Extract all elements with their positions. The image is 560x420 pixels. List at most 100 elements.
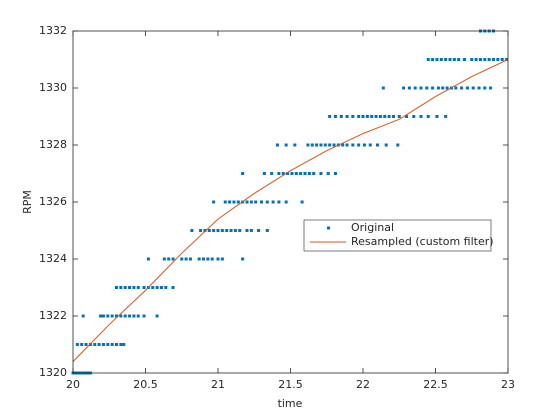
marker: [351, 115, 355, 118]
marker: [277, 172, 281, 175]
marker: [75, 343, 79, 346]
legend-label: Original: [351, 221, 394, 234]
marker: [332, 143, 336, 147]
marker: [470, 58, 474, 61]
y-tick-label: 1330: [39, 81, 67, 94]
marker: [115, 343, 118, 346]
marker: [368, 143, 372, 147]
marker: [376, 143, 379, 147]
marker: [341, 143, 345, 147]
marker: [328, 143, 332, 147]
marker: [128, 314, 132, 318]
marker: [136, 286, 140, 289]
marker: [383, 115, 387, 118]
marker: [463, 58, 466, 61]
marker: [357, 143, 361, 147]
marker: [123, 314, 127, 318]
marker: [426, 58, 430, 61]
marker: [478, 58, 482, 61]
marker: [315, 143, 319, 147]
marker: [236, 200, 240, 204]
marker: [106, 343, 110, 346]
marker: [351, 143, 355, 147]
marker: [413, 86, 417, 90]
marker: [132, 314, 136, 318]
marker: [384, 143, 388, 147]
marker: [489, 86, 493, 90]
x-tick-label: 23: [501, 378, 515, 391]
marker: [232, 200, 236, 204]
marker: [396, 143, 400, 147]
marker: [128, 286, 132, 289]
x-tick-label: 22.5: [423, 378, 448, 391]
marker: [319, 172, 323, 175]
marker: [361, 115, 365, 118]
marker: [435, 58, 439, 61]
marker: [265, 229, 269, 232]
marker: [381, 86, 385, 90]
marker: [202, 257, 205, 261]
marker: [310, 143, 314, 147]
marker: [339, 115, 343, 118]
marker: [457, 58, 461, 61]
marker: [136, 314, 140, 318]
marker: [257, 229, 261, 232]
marker: [487, 58, 491, 61]
plot-area: [73, 31, 508, 373]
marker: [159, 286, 163, 289]
marker: [452, 58, 456, 61]
marker: [391, 115, 395, 118]
marker: [210, 257, 214, 261]
marker: [326, 172, 330, 175]
y-tick-label: 1328: [39, 138, 67, 151]
marker: [171, 286, 175, 289]
marker: [162, 257, 166, 261]
marker: [444, 115, 448, 118]
marker: [284, 200, 288, 204]
marker: [300, 200, 304, 204]
marker: [312, 172, 316, 175]
marker: [271, 200, 275, 204]
marker: [378, 115, 382, 118]
marker: [465, 86, 469, 90]
marker: [345, 115, 349, 118]
marker: [216, 229, 220, 232]
marker: [225, 229, 229, 232]
marker: [229, 229, 233, 232]
marker: [454, 86, 458, 90]
marker: [188, 257, 192, 261]
marker: [431, 86, 435, 90]
marker: [233, 229, 237, 232]
marker: [119, 286, 123, 289]
marker: [306, 143, 310, 147]
marker: [245, 200, 249, 204]
marker: [448, 58, 452, 61]
marker: [277, 200, 281, 204]
marker: [164, 286, 168, 289]
marker: [241, 172, 245, 175]
marker: [80, 343, 84, 346]
marker: [477, 86, 481, 90]
marker: [110, 314, 114, 318]
y-axis-label: RPM: [21, 190, 34, 214]
marker: [197, 257, 201, 261]
marker: [460, 86, 464, 90]
legend-box: [303, 219, 492, 252]
marker: [84, 343, 88, 346]
marker: [412, 115, 416, 118]
marker: [123, 286, 127, 289]
marker: [299, 172, 303, 175]
marker: [483, 86, 487, 90]
x-tick-label: 21: [211, 378, 225, 391]
legend-label: Resampled (custom filter): [351, 235, 494, 248]
marker: [483, 58, 487, 61]
marker: [370, 115, 374, 118]
y-tick-label: 1320: [39, 366, 67, 379]
marker: [199, 229, 203, 232]
marker: [241, 257, 245, 261]
marker: [431, 58, 435, 61]
marker: [290, 172, 294, 175]
marker: [99, 314, 103, 318]
marker: [155, 314, 159, 318]
